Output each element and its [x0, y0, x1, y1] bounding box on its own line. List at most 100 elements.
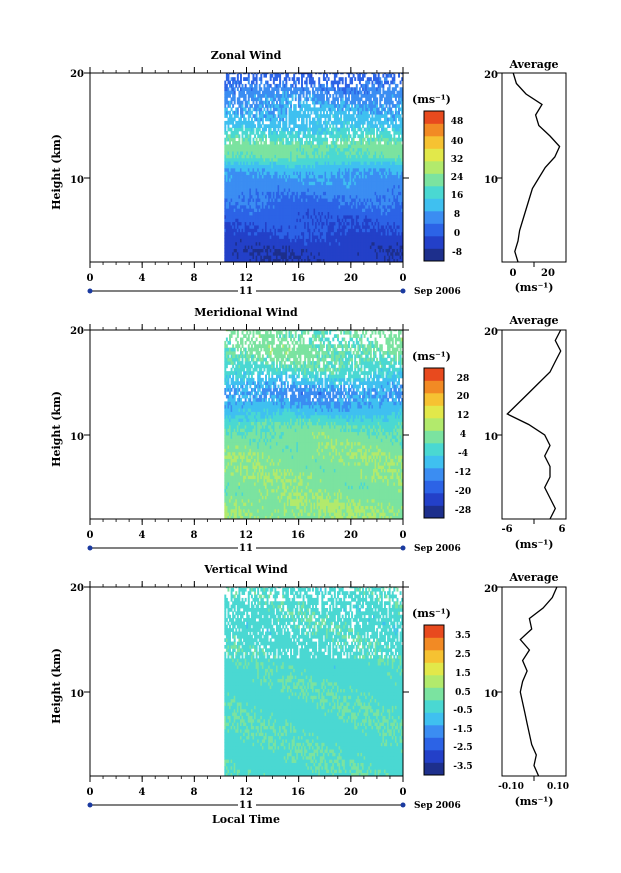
heatmap-cell	[388, 157, 391, 162]
heatmap-cell	[391, 235, 394, 239]
heatmap-cell	[376, 161, 379, 165]
heatmap-cell	[297, 218, 300, 223]
heatmap-cell	[399, 174, 402, 179]
heatmap-cell	[399, 181, 402, 186]
heatmap-cell	[319, 214, 322, 219]
heatmap-cell	[291, 198, 294, 202]
heatmap-cell	[340, 117, 343, 122]
heatmap-cell	[338, 171, 341, 176]
heatmap-cell	[368, 141, 371, 145]
heatmap-cell	[390, 208, 393, 212]
heatmap-cell	[230, 241, 233, 246]
heatmap-cell	[261, 184, 264, 189]
heatmap-cell	[355, 114, 358, 118]
heatmap-cell	[255, 184, 258, 189]
heatmap-cell	[285, 188, 288, 192]
heatmap-cell	[294, 130, 297, 135]
heatmap-cell	[257, 201, 260, 206]
heatmap-cell	[227, 181, 230, 186]
heatmap-cell	[233, 214, 236, 219]
heatmap-cell	[396, 184, 399, 189]
heatmap-cell	[265, 181, 267, 186]
heatmap-cell	[387, 117, 390, 122]
heatmap-cell	[362, 167, 365, 172]
heatmap-cell	[349, 191, 352, 196]
heatmap-cell	[399, 157, 402, 162]
heatmap-cell	[330, 238, 333, 243]
heatmap-cell	[363, 251, 366, 256]
heatmap-cell	[301, 161, 303, 165]
heatmap-cell	[272, 235, 275, 239]
heatmap-cell	[277, 127, 280, 132]
heatmap-cell	[332, 167, 335, 172]
heatmap-cell	[294, 164, 297, 169]
heatmap-cell	[388, 124, 391, 128]
heatmap-cell	[383, 161, 386, 165]
heatmap-cell	[291, 188, 294, 192]
heatmap-cell	[358, 184, 361, 189]
heatmap-cell	[344, 171, 347, 176]
heatmap-cell	[369, 248, 372, 253]
heatmap-cell	[330, 221, 333, 226]
heatmap-cell	[335, 235, 338, 239]
heatmap-cell	[299, 204, 302, 209]
heatmap-cell	[285, 144, 288, 149]
heatmap-cell	[322, 214, 325, 219]
heatmap-cell	[337, 157, 339, 162]
heatmap-cell	[366, 201, 369, 206]
heatmap-cell	[354, 208, 357, 212]
heatmap-cell	[224, 137, 227, 142]
heatmap-cell	[322, 164, 325, 169]
heatmap-cell	[390, 191, 393, 196]
heatmap-cell	[398, 110, 400, 115]
heatmap-cell	[254, 211, 257, 216]
heatmap-cell	[341, 211, 344, 216]
heatmap-cell	[394, 231, 397, 236]
heatmap-cell	[365, 161, 368, 165]
heatmap-cell	[387, 141, 390, 145]
heatmap-cell	[363, 157, 366, 162]
heatmap-cell	[355, 161, 358, 165]
heatmap-cell	[304, 251, 307, 256]
heatmap-cell	[368, 181, 371, 186]
heatmap-cell	[288, 154, 291, 159]
heatmap-cell	[263, 191, 266, 196]
heatmap-cell	[297, 110, 300, 115]
heatmap-cell	[269, 161, 272, 165]
heatmap-cell	[274, 241, 277, 246]
heatmap-cell	[330, 218, 333, 223]
heatmap-cell	[316, 161, 319, 165]
heatmap-cell	[388, 235, 391, 239]
heatmap-cell	[294, 110, 297, 115]
heatmap-cell	[290, 130, 293, 135]
heatmap-cell	[225, 238, 228, 243]
heatmap-cell	[371, 147, 374, 152]
heatmap-cell	[388, 181, 391, 186]
heatmap-cell	[285, 211, 288, 216]
heatmap-cell	[238, 171, 241, 176]
heatmap-cell	[390, 117, 393, 122]
heatmap-cell	[308, 251, 311, 256]
heatmap-cell	[382, 204, 385, 209]
heatmap-cell	[244, 107, 247, 112]
heatmap-cell	[322, 188, 325, 192]
heatmap-cell	[340, 107, 343, 112]
heatmap-cell	[288, 201, 291, 206]
heatmap-cell	[288, 241, 291, 246]
heatmap-cell	[391, 248, 394, 253]
heatmap-cell	[335, 117, 338, 122]
heatmap-cell	[293, 191, 296, 196]
heatmap-cell	[254, 174, 257, 179]
heatmap-cell	[351, 171, 354, 176]
heatmap-cell	[252, 218, 255, 223]
heatmap-cell	[351, 248, 354, 253]
heatmap-cell	[224, 167, 227, 172]
heatmap-cell	[235, 141, 238, 145]
heatmap-cell	[261, 181, 264, 186]
heatmap-cell	[299, 174, 302, 179]
heatmap-cell	[357, 198, 360, 202]
heatmap-cell	[232, 204, 235, 209]
heatmap-cell	[321, 238, 324, 243]
heatmap-cell	[354, 235, 357, 239]
heatmap-cell	[321, 147, 324, 152]
